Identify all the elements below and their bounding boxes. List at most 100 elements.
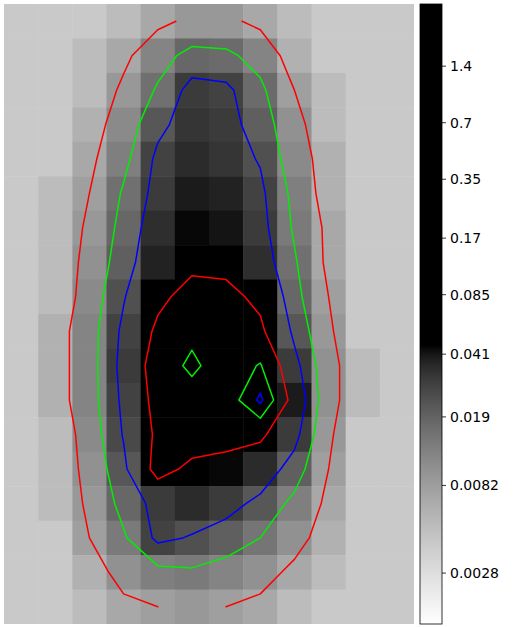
colorbar-tick-label: 0.0082 xyxy=(450,477,499,493)
cell xyxy=(107,4,142,39)
cell xyxy=(380,314,414,349)
cell xyxy=(38,486,73,521)
cell xyxy=(4,211,39,246)
cell xyxy=(107,555,142,590)
contour xyxy=(69,21,339,607)
cell xyxy=(243,590,278,624)
cell xyxy=(38,107,73,142)
cell xyxy=(107,314,142,349)
cell xyxy=(380,555,414,590)
colorbar-tick xyxy=(442,122,446,123)
contour xyxy=(256,393,262,403)
cell xyxy=(141,211,176,246)
cell xyxy=(38,348,73,383)
colorbar-tick-label: 0.019 xyxy=(450,409,490,425)
figure: 1.40.70.350.170.0850.0410.0190.00820.002… xyxy=(0,0,525,627)
cell xyxy=(4,452,39,487)
cell xyxy=(4,245,39,280)
cell xyxy=(141,107,176,142)
cell xyxy=(346,176,381,211)
cell xyxy=(175,555,210,590)
cell xyxy=(312,142,347,177)
cell xyxy=(380,4,414,39)
cell xyxy=(38,590,73,624)
cell xyxy=(243,38,278,73)
cell xyxy=(4,383,39,418)
cell xyxy=(312,38,347,73)
cell xyxy=(277,521,312,556)
cell xyxy=(277,38,312,73)
cell xyxy=(277,107,312,142)
cell xyxy=(141,38,176,73)
cell xyxy=(346,590,381,624)
cell xyxy=(72,142,107,177)
cell xyxy=(380,176,414,211)
cell xyxy=(277,383,312,418)
cell xyxy=(72,38,107,73)
cell xyxy=(277,555,312,590)
cell xyxy=(346,486,381,521)
cell xyxy=(346,314,381,349)
cell xyxy=(380,521,414,556)
cell xyxy=(107,383,142,418)
cell xyxy=(38,383,73,418)
cell xyxy=(4,555,39,590)
cell xyxy=(4,142,39,177)
cell xyxy=(175,314,210,349)
colorbar-tick xyxy=(442,294,446,295)
cell xyxy=(277,280,312,315)
colorbar xyxy=(420,4,442,624)
cell xyxy=(4,280,39,315)
cell xyxy=(209,73,244,108)
colorbar-tick-label: 0.7 xyxy=(450,115,472,131)
cell xyxy=(312,211,347,246)
cell xyxy=(107,521,142,556)
colorbar-tick xyxy=(442,354,446,355)
cell xyxy=(4,348,39,383)
cell xyxy=(141,142,176,177)
cell xyxy=(72,383,107,418)
cell xyxy=(380,73,414,108)
cell xyxy=(175,176,210,211)
cell xyxy=(4,590,39,624)
cell xyxy=(312,555,347,590)
colorbar-tick xyxy=(442,238,446,239)
cell xyxy=(209,4,244,39)
cell xyxy=(243,452,278,487)
cell xyxy=(4,176,39,211)
cell xyxy=(277,211,312,246)
cell xyxy=(380,107,414,142)
cell xyxy=(346,348,381,383)
cell xyxy=(346,73,381,108)
cell xyxy=(38,4,73,39)
contour xyxy=(183,350,274,418)
cell xyxy=(141,314,176,349)
cell xyxy=(175,417,210,452)
cell xyxy=(346,107,381,142)
cell xyxy=(380,211,414,246)
colorbar-tick-label: 0.041 xyxy=(450,346,490,362)
cell xyxy=(141,383,176,418)
colorbar-tick xyxy=(442,573,446,574)
cell xyxy=(209,280,244,315)
colorbar-tick xyxy=(442,485,446,486)
cell xyxy=(209,176,244,211)
cell xyxy=(4,314,39,349)
cell xyxy=(380,486,414,521)
cell xyxy=(175,590,210,624)
cell xyxy=(4,73,39,108)
cell xyxy=(175,107,210,142)
cell xyxy=(312,107,347,142)
cell xyxy=(209,245,244,280)
cell xyxy=(243,176,278,211)
cell xyxy=(38,73,73,108)
cell xyxy=(346,211,381,246)
cell xyxy=(346,521,381,556)
cell xyxy=(243,348,278,383)
cell xyxy=(209,348,244,383)
cell xyxy=(312,590,347,624)
cell xyxy=(38,417,73,452)
cell xyxy=(38,280,73,315)
cell xyxy=(72,73,107,108)
colorbar-tick-label: 0.0028 xyxy=(450,565,499,581)
